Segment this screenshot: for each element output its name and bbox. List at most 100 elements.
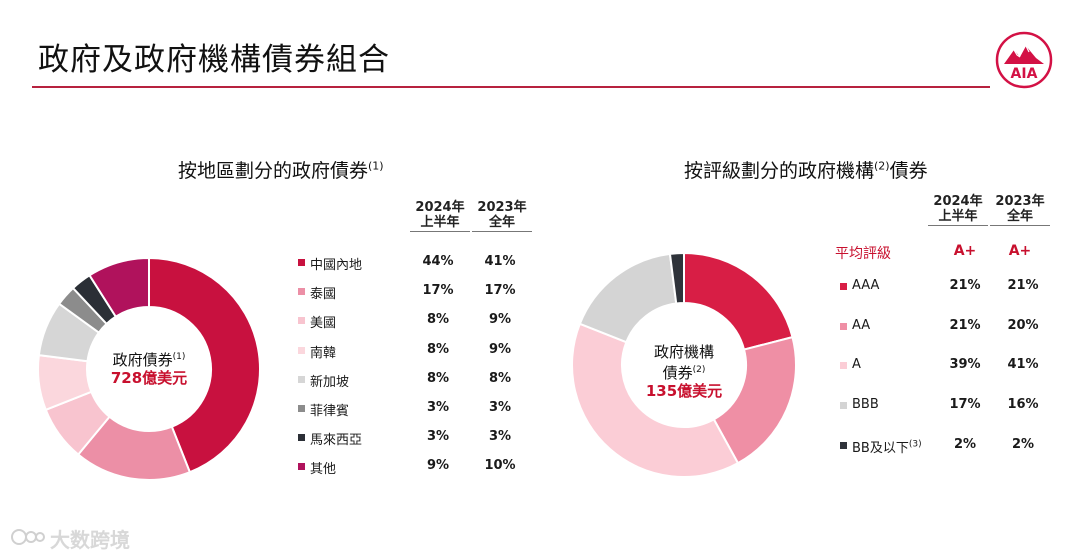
- legend-swatch: [840, 283, 847, 290]
- value-2024: 21%: [949, 278, 981, 293]
- legend-row: 南韓 8% 9%: [298, 342, 538, 362]
- donut-slice: [88, 257, 150, 319]
- legend-label-wrap: 中國內地: [310, 254, 362, 273]
- legend-swatch: [840, 441, 847, 449]
- legend-label-wrap: BB及以下(3): [852, 437, 922, 456]
- average-rating-label: 平均評級: [835, 246, 891, 262]
- value-2023: 41%: [484, 254, 516, 269]
- legend-swatch: [298, 259, 305, 266]
- legend-row: 馬來西亞 3% 3%: [298, 429, 538, 449]
- legend-label: BBB: [852, 397, 879, 413]
- rating-donut-chart: [571, 252, 797, 478]
- left-donut-center: 政府債券(1) 728億美元: [89, 348, 209, 387]
- value-2023: 3%: [488, 429, 512, 445]
- legend-row: BBB 17% 16%: [840, 397, 1050, 417]
- legend-row: 泰國 17% 17%: [298, 283, 538, 303]
- value-2024: 17%: [422, 283, 454, 299]
- legend-row: AAA 21% 21%: [840, 278, 1050, 298]
- legend-label-wrap: 南韓: [310, 342, 336, 361]
- legend-row: BB及以下(3) 2% 2%: [840, 437, 1050, 457]
- legend-note: (3): [908, 439, 922, 450]
- donut-slice: [148, 257, 261, 474]
- legend-swatch: [298, 288, 305, 296]
- right-donut-center: 政府機構 債券(2) 135億美元: [624, 343, 744, 400]
- legend-row: 菲律賓 3% 3%: [298, 400, 538, 420]
- legend-label: 其他: [310, 462, 337, 478]
- legend-label-wrap: 新加坡: [310, 371, 349, 390]
- legend-label: 美國: [310, 316, 337, 332]
- legend-swatch: [298, 346, 305, 354]
- legend-label: AA: [852, 317, 871, 333]
- right-col-header-2024: 2024年 上半年: [928, 194, 988, 226]
- legend-label-wrap: 美國: [310, 312, 336, 331]
- value-2023: 16%: [1007, 397, 1039, 413]
- right-total-amount: 135億美元: [645, 382, 723, 400]
- legend-swatch: [298, 434, 305, 442]
- value-2023: 9%: [488, 312, 512, 328]
- legend-swatch: [298, 375, 305, 383]
- value-2024: 39%: [949, 357, 981, 373]
- value-2024: 2%: [953, 436, 977, 452]
- legend-swatch: [298, 463, 305, 471]
- value-2023: 20%: [1007, 317, 1039, 333]
- donut-slice: [683, 252, 794, 351]
- value-2024: 3%: [426, 400, 450, 415]
- legend-swatch: [298, 405, 305, 412]
- legend-label-wrap: 菲律賓: [310, 400, 349, 419]
- donut-slice: [578, 252, 678, 344]
- legend-row: 中國內地 44% 41%: [298, 254, 538, 274]
- legend-label-wrap: BBB: [852, 397, 879, 412]
- svg-text:AIA: AIA: [1011, 66, 1038, 82]
- legend-row: AA 21% 20%: [840, 318, 1050, 338]
- watermark-logo-icon: [11, 529, 45, 545]
- legend-swatch: [840, 362, 847, 370]
- title-divider: [32, 86, 990, 88]
- legend-label-wrap: AA: [852, 318, 870, 333]
- legend-row: 美國 8% 9%: [298, 312, 538, 332]
- legend-swatch: [840, 402, 847, 410]
- value-2023: 2%: [1011, 436, 1035, 452]
- value-2024: 21%: [949, 317, 981, 333]
- value-2024: 44%: [422, 254, 454, 269]
- legend-row: A 39% 41%: [840, 357, 1050, 377]
- donut-slice: [571, 322, 740, 478]
- legend-label-wrap: 其他: [310, 458, 336, 477]
- legend-label: 泰國: [310, 287, 337, 303]
- legend-label-wrap: 泰國: [310, 283, 336, 302]
- legend-label: 南韓: [310, 345, 337, 361]
- legend-label: 菲律賓: [310, 404, 350, 419]
- legend-label-wrap: AAA: [852, 278, 879, 293]
- legend-label: 新加坡: [310, 374, 350, 390]
- value-2024: 3%: [426, 429, 450, 445]
- value-2023: 21%: [1007, 278, 1039, 293]
- average-rating-2023: A+: [1008, 243, 1032, 259]
- legend-label: BB及以下: [852, 440, 909, 456]
- page-title: 政府及政府機構債券組合: [38, 42, 390, 78]
- value-2024: 8%: [426, 370, 450, 386]
- legend-label-wrap: A: [852, 357, 861, 372]
- legend-label: AAA: [852, 278, 880, 293]
- region-donut-chart: [37, 257, 261, 481]
- value-2024: 17%: [949, 397, 981, 413]
- legend-row: 新加坡 8% 8%: [298, 371, 538, 391]
- watermark-text: 大数跨境: [50, 528, 130, 552]
- legend-swatch: [840, 322, 847, 330]
- legend-label: 中國內地: [310, 258, 363, 273]
- value-2023: 41%: [1007, 357, 1039, 373]
- value-2023: 10%: [484, 458, 516, 474]
- right-col-header-2023: 2023年 全年: [990, 194, 1050, 226]
- left-panel-title: 按地區劃分的政府債券(1): [178, 159, 384, 182]
- value-2024: 9%: [426, 458, 450, 474]
- legend-swatch: [298, 317, 305, 325]
- legend-label: A: [852, 357, 861, 373]
- value-2024: 8%: [426, 341, 450, 357]
- left-col-header-2024: 2024年 上半年: [410, 200, 470, 232]
- value-2023: 9%: [488, 341, 512, 357]
- value-2023: 3%: [488, 400, 512, 415]
- value-2023: 8%: [488, 370, 512, 386]
- donut-slice: [668, 252, 685, 305]
- left-col-header-2023: 2023年 全年: [472, 200, 532, 232]
- average-rating-2024: A+: [953, 243, 977, 259]
- legend-label: 馬來西亞: [310, 433, 363, 449]
- value-2023: 17%: [484, 283, 516, 299]
